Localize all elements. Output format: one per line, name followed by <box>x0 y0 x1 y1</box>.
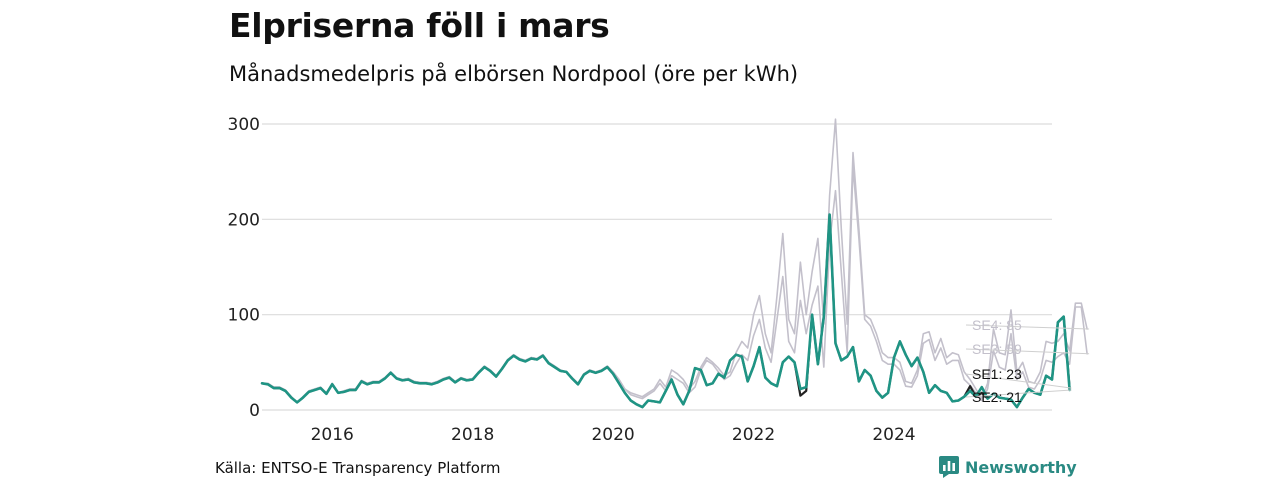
end-label-se2: SE2: 21 <box>972 389 1022 405</box>
end-label-se3: SE3: 59 <box>972 341 1022 357</box>
source-note: Källa: ENTSO-E Transparency Platform <box>215 459 501 477</box>
series-line-se2 <box>260 213 1071 409</box>
gridlines <box>262 123 1052 411</box>
end-label-leader-se1 <box>965 373 1072 389</box>
y-tick-label: 100 <box>228 306 260 326</box>
y-tick-label: 200 <box>228 210 260 230</box>
end-label-se4: SE4: 85 <box>972 317 1022 333</box>
brand-logo[interactable]: Newsworthy <box>939 456 1077 478</box>
x-tick-label: 2018 <box>451 425 494 445</box>
x-tick-label: 2024 <box>872 425 915 445</box>
chart-title: Elpriserna föll i mars <box>229 6 610 45</box>
x-tick-label: 2016 <box>311 425 354 445</box>
series-line-se4 <box>261 118 1088 404</box>
chart-subtitle: Månadsmedelpris på elbörsen Nordpool (ör… <box>229 62 799 86</box>
newsworthy-logo-icon <box>939 456 959 478</box>
end-labels: SE4: 85 SE3: 59 SE1: 23 SE2: 21 <box>965 317 1090 405</box>
y-tick-label: 0 <box>249 401 260 421</box>
end-label-se1: SE1: 23 <box>972 366 1022 382</box>
end-label-leader-se2 <box>965 389 1072 398</box>
end-label-leader-se4 <box>965 324 1090 330</box>
x-tick-label: 2020 <box>591 425 634 445</box>
series-lines <box>260 118 1088 409</box>
end-label-leader-se3 <box>965 348 1090 355</box>
y-tick-label: 300 <box>228 115 260 135</box>
x-axis-ticks: 2016 2018 2020 2022 2024 <box>311 425 916 445</box>
x-tick-label: 2022 <box>732 425 775 445</box>
y-axis-ticks: 0 100 200 300 <box>228 115 260 421</box>
brand-name: Newsworthy <box>965 457 1077 477</box>
